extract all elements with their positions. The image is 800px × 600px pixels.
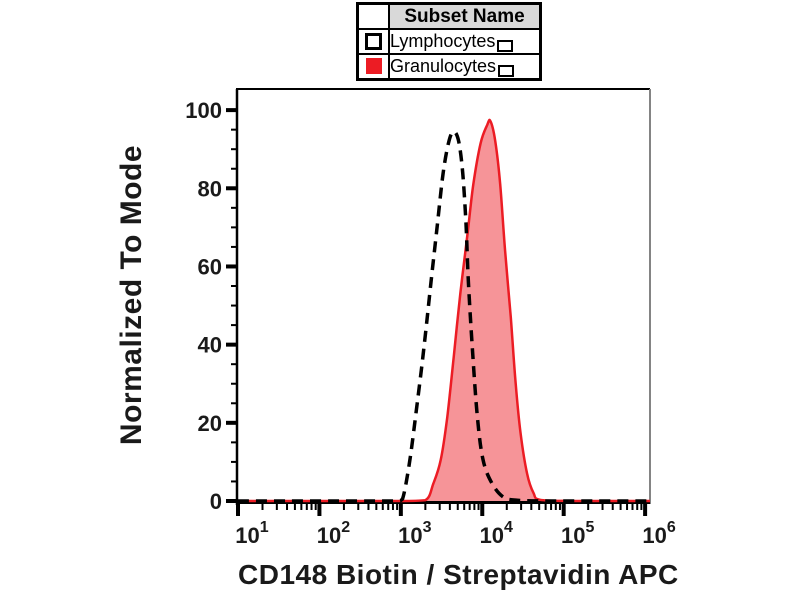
svg-text:106: 106 — [642, 519, 675, 548]
legend-label-lymphocytes: Lymphocytes — [390, 31, 496, 51]
x-axis-label: CD148 Biotin / Streptavidin APC — [238, 559, 679, 590]
granulocytes-swatch-icon — [365, 58, 382, 75]
svg-text:102: 102 — [317, 519, 350, 548]
svg-text:60: 60 — [198, 254, 222, 279]
missing-glyph-box-icon — [498, 65, 515, 77]
svg-text:105: 105 — [561, 519, 594, 548]
lymphocytes-swatch-icon — [365, 32, 382, 50]
svg-text:80: 80 — [198, 176, 222, 201]
legend-label-granulocytes: Granulocytes — [390, 56, 497, 76]
svg-text:20: 20 — [198, 411, 222, 436]
svg-text:0: 0 — [210, 489, 222, 514]
svg-text:40: 40 — [198, 333, 222, 358]
missing-glyph-box-icon — [497, 40, 514, 52]
y-axis-label: Normalized To Mode — [115, 144, 148, 446]
svg-text:104: 104 — [480, 519, 513, 548]
legend-row-granulocytes: Granulocytes — [356, 53, 542, 81]
svg-text:100: 100 — [185, 98, 222, 123]
legend-swatch-column-header — [356, 2, 390, 30]
svg-text:103: 103 — [398, 519, 431, 548]
legend-title: Subset Name — [388, 2, 542, 30]
svg-text:101: 101 — [235, 519, 268, 548]
legend-row-lymphocytes: Lymphocytes — [356, 28, 542, 55]
legend-header-row: Subset Name — [356, 2, 542, 30]
legend-table: Subset Name Lymphocytes Granulocytes — [356, 2, 542, 81]
